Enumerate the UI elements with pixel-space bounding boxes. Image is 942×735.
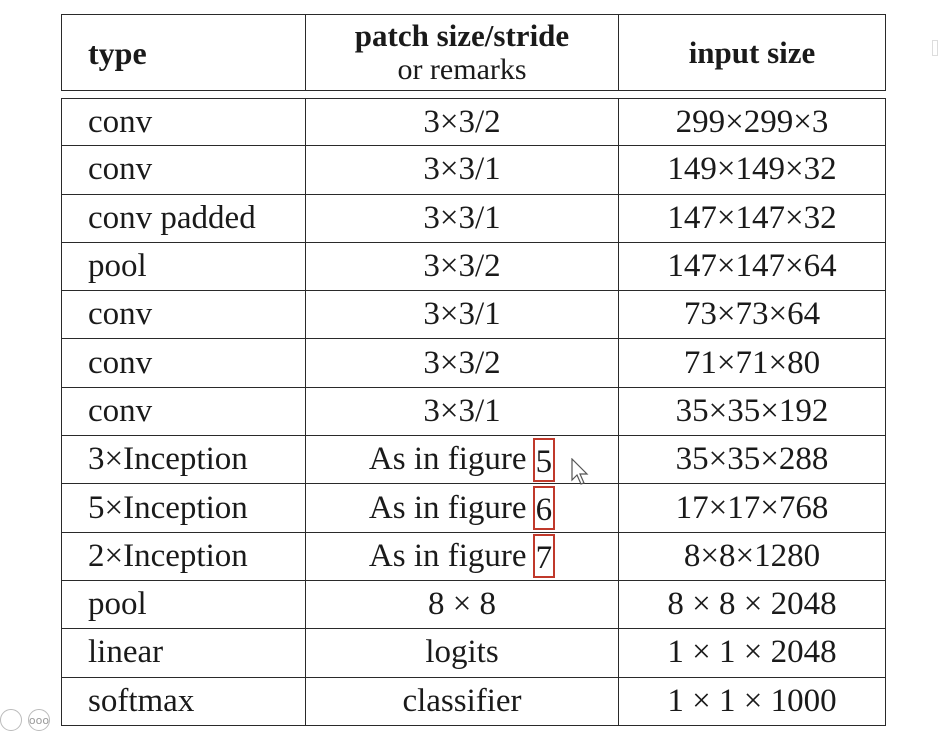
cell-patch: logits	[306, 629, 619, 677]
cell-input-size: 17×17×768	[675, 489, 829, 526]
cell-patch: 3×3/1	[306, 291, 619, 339]
table-row: linear logits 1 × 1 × 2048	[61, 629, 886, 678]
circle-icon[interactable]	[0, 709, 22, 731]
figure-link[interactable]: 7	[532, 534, 556, 579]
cell-type: 3×Inception	[62, 436, 306, 484]
table-row: conv 3×3/1 35×35×192	[61, 387, 886, 437]
table-row: 3×Inception As in figure 5 35×35×288	[61, 436, 886, 485]
cell-type: conv	[62, 291, 306, 339]
cell-type: linear	[62, 629, 306, 677]
table-row: conv 3×3/1 149×149×32	[61, 146, 886, 195]
cell-input-size: 147×147×32	[667, 199, 837, 236]
table-row: 5×Inception As in figure 6 17×17×768	[61, 484, 886, 533]
cell-type: conv	[62, 339, 306, 387]
cell-patch: As in figure 6	[306, 484, 619, 532]
table-row: pool 3×3/2 147×147×64	[61, 242, 886, 292]
cell-type: 2×Inception	[62, 532, 306, 580]
mouse-cursor-icon	[571, 458, 589, 485]
cell-patch: As in figure 5	[306, 436, 619, 484]
cell-input-size: 299×299×3	[675, 103, 829, 140]
cell-patch: classifier	[306, 677, 619, 725]
header-patch: patch size/stride or remarks	[306, 15, 619, 90]
cell-type: pool	[62, 580, 306, 629]
cell-patch-text: As in figure	[368, 537, 527, 574]
cell-type: conv	[62, 387, 306, 436]
cell-patch: As in figure 7	[306, 532, 619, 580]
header-patch-line1: patch size/stride	[354, 18, 570, 53]
cell-type: pool	[62, 242, 306, 291]
cell-patch-text: As in figure	[368, 441, 527, 478]
table-row: softmax classifier 1 × 1 × 1000	[61, 677, 886, 726]
cell-input-size: 1 × 1 × 2048	[667, 634, 837, 671]
cell-type: conv	[62, 99, 306, 146]
table-header-row: type patch size/stride or remarks input …	[61, 14, 886, 91]
cell-input-size: 8 × 8 × 2048	[667, 586, 837, 623]
table-row: conv padded 3×3/1 147×147×32	[61, 194, 886, 243]
header-type: type	[62, 15, 306, 90]
cell-patch: 3×3/2	[306, 339, 619, 387]
cell-patch-text: As in figure	[368, 489, 527, 526]
cell-patch: 3×3/1	[306, 194, 619, 242]
more-icon[interactable]: ooo	[28, 709, 50, 731]
figure-link[interactable]: 5	[532, 437, 556, 482]
cell-type: conv padded	[62, 194, 306, 242]
cell-input-size: 35×35×288	[675, 441, 829, 478]
table-row: conv 3×3/1 73×73×64	[61, 291, 886, 340]
cell-input-size: 8×8×1280	[683, 537, 821, 574]
cell-input-size: 73×73×64	[683, 296, 821, 333]
cell-type: 5×Inception	[62, 484, 306, 532]
cell-patch: 3×3/2	[306, 99, 619, 146]
table-row: 2×Inception As in figure 7 8×8×1280	[61, 532, 886, 581]
cell-type: softmax	[62, 677, 306, 725]
cell-input-size: 35×35×192	[675, 392, 829, 429]
figure-link[interactable]: 6	[532, 486, 556, 531]
header-gap	[61, 91, 886, 98]
architecture-table: type patch size/stride or remarks input …	[61, 14, 886, 726]
cell-input-size: 149×149×32	[667, 151, 837, 188]
cell-input-size: 71×71×80	[683, 344, 821, 381]
cell-type: conv	[62, 146, 306, 194]
scroll-indicator[interactable]	[932, 40, 938, 56]
header-patch-line2: or remarks	[397, 53, 527, 86]
corner-controls: ooo	[0, 709, 50, 731]
table-row: conv 3×3/2 71×71×80	[61, 339, 886, 388]
cell-patch: 3×3/1	[306, 387, 619, 436]
cell-input-size: 147×147×64	[667, 248, 837, 285]
cell-input-size: 1 × 1 × 1000	[667, 682, 837, 719]
cell-patch: 3×3/2	[306, 242, 619, 291]
table-row: conv 3×3/2 299×299×3	[61, 98, 886, 147]
table-row: pool 8 × 8 8 × 8 × 2048	[61, 580, 886, 630]
cell-patch: 8 × 8	[306, 580, 619, 629]
header-input-size: input size	[688, 35, 816, 70]
cell-patch: 3×3/1	[306, 146, 619, 194]
